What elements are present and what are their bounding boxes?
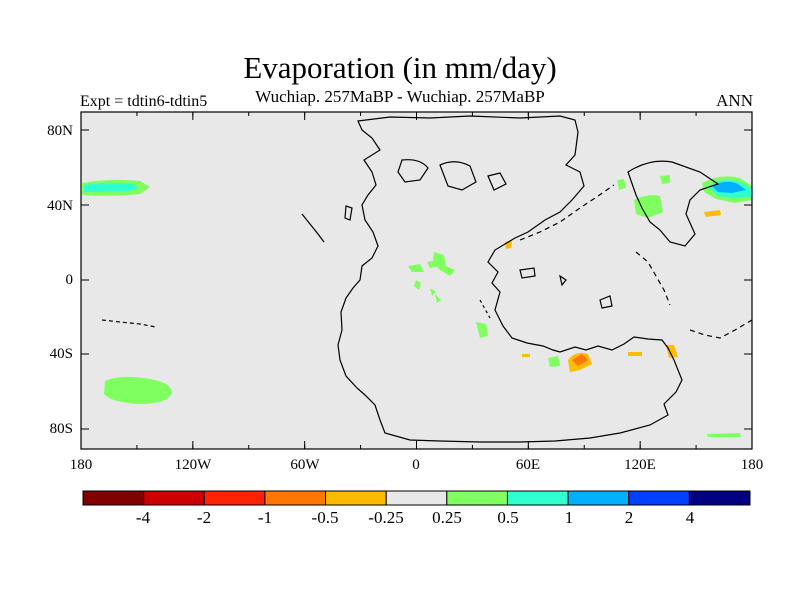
colorbar-label-5: -0.25 xyxy=(368,508,404,527)
anomaly-region-south-pacific xyxy=(104,376,172,404)
lat-label-40n: 40N xyxy=(47,198,73,214)
inland-sea-3 xyxy=(487,172,507,191)
colorbar-label-6: 0.25 xyxy=(432,508,462,527)
season-label: ANN xyxy=(716,91,753,110)
island-chain-2 xyxy=(101,319,157,328)
lon-label-60e: 60E xyxy=(515,457,541,473)
island-chain-1 xyxy=(301,213,325,243)
island-3 xyxy=(559,274,567,287)
anomaly-region-tethys-south xyxy=(476,322,488,338)
island-chain-5 xyxy=(689,319,753,339)
island-4 xyxy=(599,295,613,309)
evaporation-anomaly-fills xyxy=(82,175,752,437)
anomaly-region-southern-negative-core xyxy=(572,354,588,366)
inland-sea-1 xyxy=(397,159,429,183)
paleo-coastlines xyxy=(101,115,753,443)
anomaly-region-far-east-core xyxy=(712,181,746,193)
island-chain-4 xyxy=(635,251,671,306)
anomaly-region-southeast-negative xyxy=(666,345,678,358)
lat-label-equator: 0 xyxy=(65,272,74,288)
colorbar-label-7: 0.5 xyxy=(497,508,519,527)
lon-label-120e: 120E xyxy=(624,457,656,473)
lon-label-0: 0 xyxy=(412,457,420,473)
island-2 xyxy=(519,267,536,279)
lon-label-180w: 180 xyxy=(69,457,93,473)
anomaly-region-far-south xyxy=(707,433,741,437)
colorbar-label-8: 1 xyxy=(564,508,574,527)
island-1 xyxy=(344,205,353,221)
lon-label-60w: 60W xyxy=(290,457,320,473)
colorbar-label-2: -2 xyxy=(196,508,212,527)
anomaly-region-east-asia xyxy=(617,175,670,218)
east-continent-coastline xyxy=(627,160,720,247)
colorbar-label-9: 2 xyxy=(624,508,634,527)
colorbar-label-3: -1 xyxy=(257,508,273,527)
experiment-label: Expt = tdtin6-tdtin5 xyxy=(80,93,208,110)
pangaea-coastline xyxy=(337,115,683,443)
anomaly-region-tethys-west xyxy=(408,252,455,303)
lon-label-180e: 180 xyxy=(740,457,764,473)
axis-ticks xyxy=(80,112,753,449)
lat-label-80s: 80S xyxy=(49,421,73,437)
lat-label-40s: 40S xyxy=(49,346,73,362)
map-subtitle: Wuchiap. 257MaBP - Wuchiap. 257MaBP xyxy=(255,87,545,106)
colorbar-label-10: 4 xyxy=(685,508,695,527)
lat-label-80n: 80N xyxy=(47,123,73,139)
inland-sea-2 xyxy=(439,161,477,191)
colorbar-label-4: -0.5 xyxy=(311,508,339,527)
lon-label-120w: 120W xyxy=(174,457,212,473)
anomaly-region-north-pacific-core xyxy=(84,182,138,192)
colorbar-label-1: -4 xyxy=(135,508,151,527)
island-chain-3 xyxy=(519,184,615,241)
map-title: Evaporation (in mm/day) xyxy=(243,50,557,85)
anomaly-region-southern-coast xyxy=(548,356,560,367)
